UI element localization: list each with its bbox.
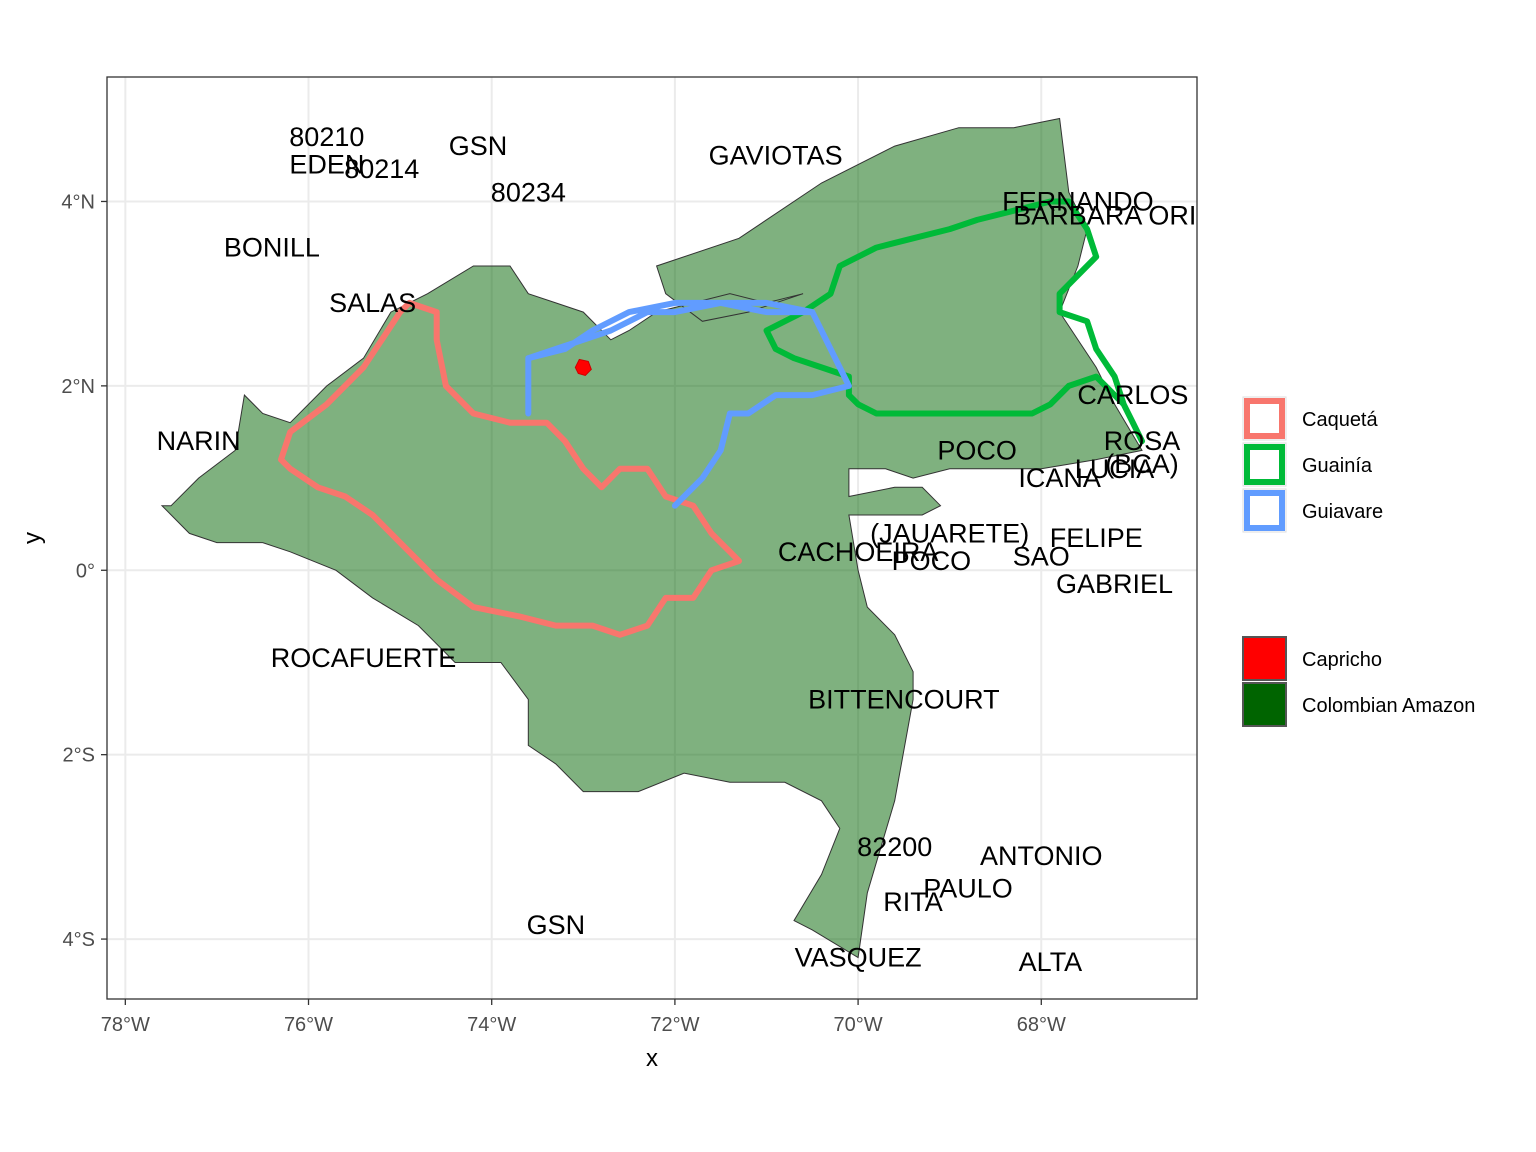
x-tick-label: 68°W — [1017, 1014, 1066, 1036]
legend: Caquetá Guainía Guiavare Capricho Colombian … — [1242, 396, 1475, 727]
place-label: FELIPE — [1050, 523, 1143, 553]
place-label: CACHOEIRA — [778, 537, 939, 567]
legend-label: Guainía — [1302, 455, 1373, 477]
place-label: GSN — [527, 910, 586, 940]
place-label: CARLOS — [1077, 380, 1188, 410]
place-label: BONILL — [224, 233, 320, 263]
place-label: VASQUEZ — [795, 943, 922, 973]
x-tick-label: 74°W — [467, 1014, 516, 1036]
place-label: 80214 — [344, 154, 419, 184]
place-label: 80210 — [289, 122, 364, 152]
capricho-area — [574, 358, 592, 376]
basin-outline-guiavare — [525, 299, 852, 509]
basin-outline-guaina — [763, 198, 1145, 445]
place-label: GSN — [449, 131, 508, 161]
y-tick-label: 4°N — [61, 191, 95, 213]
place-label: ALTA — [1019, 947, 1083, 977]
place-label: LUCIA — [1075, 454, 1155, 484]
legend-key-outline — [1244, 444, 1285, 485]
place-label: SAO — [1013, 541, 1070, 571]
place-label: EDEN — [289, 150, 364, 180]
place-label: (BCA) — [1105, 449, 1179, 479]
x-tick-label: 78°W — [101, 1014, 150, 1036]
legend-key-fill — [1242, 636, 1287, 681]
legend-key-fill — [1242, 682, 1287, 727]
plot-border — [106, 76, 1198, 1000]
legend-key-outline — [1244, 398, 1285, 439]
y-tick-label: 2°S — [63, 745, 95, 767]
place-label: (JAUARETE) — [870, 518, 1029, 548]
place-label: 82200 — [857, 832, 932, 862]
place-label: 80234 — [491, 177, 566, 207]
place-label: POCO — [937, 435, 1017, 465]
place-label: GABRIEL — [1056, 569, 1173, 599]
basin-outline-caquet — [278, 299, 742, 638]
place-label: ROSA — [1104, 426, 1181, 456]
place-label: NARIN — [157, 426, 241, 456]
x-axis-title: x — [646, 1045, 658, 1072]
place-label: ICANA — [1018, 463, 1101, 493]
y-tick-label: 2°N — [61, 376, 95, 398]
place-label: FERNANDO — [1002, 186, 1154, 216]
x-tick-label: 70°W — [834, 1014, 883, 1036]
colombian-amazon-region — [160, 117, 1143, 959]
place-label: ROCAFUERTE — [271, 643, 457, 673]
y-tick-label: 4°S — [63, 929, 95, 951]
y-tick-label: 0° — [76, 560, 95, 582]
legend-label: Guiavare — [1302, 501, 1383, 523]
legend-label: Capricho — [1302, 649, 1382, 671]
y-axis-title: y — [19, 532, 46, 544]
legend-label: Colombian Amazon — [1302, 695, 1475, 717]
place-label: BITTENCOURT — [808, 684, 1000, 714]
place-label: GAVIOTAS — [709, 140, 843, 170]
place-label: RITA — [883, 887, 943, 917]
place-label: SALAS — [329, 288, 416, 318]
place-label: POCO — [892, 546, 972, 576]
x-tick-label: 76°W — [284, 1014, 333, 1036]
legend-key-outline — [1244, 490, 1285, 531]
legend-label: Caquetá — [1302, 409, 1378, 431]
place-label: ANTONIO — [980, 841, 1103, 871]
place-label: BARBARA ORIN — [1013, 200, 1216, 230]
place-label: PAULO — [923, 873, 1013, 903]
axis-ticks: 78°W 76°W 74°W 72°W 70°W 68°W 4°N 2°N 0° 2°S 4°S — [61, 191, 1066, 1036]
x-tick-label: 72°W — [650, 1014, 699, 1036]
